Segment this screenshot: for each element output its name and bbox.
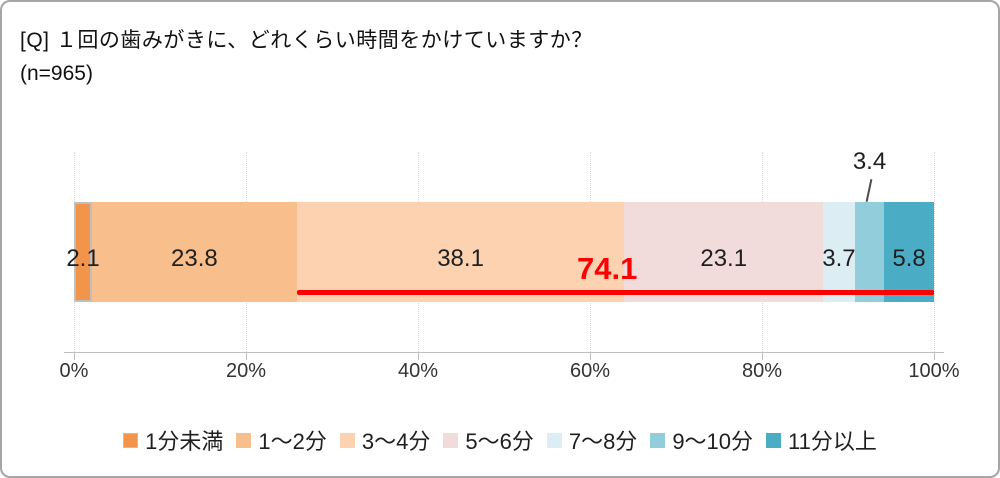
legend-item: 7～8分 [546,424,638,456]
legend-swatch [546,432,562,448]
axis-tick [934,353,935,360]
callout-value-label: 3.4 [852,148,887,175]
axis-tick [246,353,247,360]
legend-item: 3～4分 [339,424,431,456]
callout-leader-line [865,179,872,202]
highlight-value-label: 74.1 [577,251,638,286]
sample-size-label: (n=965) [20,62,93,85]
bar-segment [624,202,824,302]
axis-tick [590,353,591,360]
axis-tick-label: 0% [59,360,89,382]
bar-segment [74,202,93,302]
legend-label: 1分未満 [145,429,224,454]
segment-value-label: 2.1 [66,245,100,272]
axis-tick [418,353,419,360]
axis-tick [762,353,763,360]
axis-tick [74,353,75,360]
x-axis-line [64,352,944,353]
legend-item: 1～2分 [236,424,327,456]
question-title: [Q] １回の歯みがきに、どれくらい時間をかけていますか？ [20,29,593,52]
axis-tick-label: 60% [569,360,611,382]
bar-segment [823,202,855,302]
legend: 1分未満 1～2分 3～4分 5～6分 7～8分 9～10分 11分以上 [2,424,998,456]
gridline [934,152,935,352]
segment-value-label: 38.1 [437,245,484,272]
highlight-line [296,290,934,295]
stacked-bar [74,202,934,302]
bar-segment [884,202,934,302]
axis-tick-label: 100% [908,360,960,382]
legend-label: 1～2分 [258,429,327,454]
legend-swatch [339,432,355,448]
legend-item: 9～10分 [650,424,753,456]
legend-label: 3～4分 [361,429,431,454]
legend-swatch [766,432,782,448]
bar-segment [854,202,885,302]
legend-swatch [443,432,459,448]
legend-label: 5～6分 [465,429,534,454]
legend-item: 1分未満 [123,424,223,456]
legend-swatch [650,432,666,448]
bar-segment [296,202,625,302]
axis-tick-label: 40% [397,360,439,382]
legend-label: 9～10分 [672,429,754,454]
axis-tick-label: 80% [741,360,783,382]
legend-item: 5～6分 [443,424,534,456]
segment-value-label: 3.7 [822,245,856,272]
legend-swatch [123,432,139,448]
legend-label: 11分以上 [788,429,877,454]
legend-item: 11分以上 [766,424,877,456]
legend-label: 7～8分 [568,429,638,454]
axis-tick-label: 20% [225,360,267,382]
legend-swatch [236,432,252,448]
bar-segment [92,202,297,302]
segment-value-label: 5.8 [892,245,926,272]
segment-value-label: 23.8 [171,245,218,272]
segment-value-label: 23.1 [700,245,748,272]
